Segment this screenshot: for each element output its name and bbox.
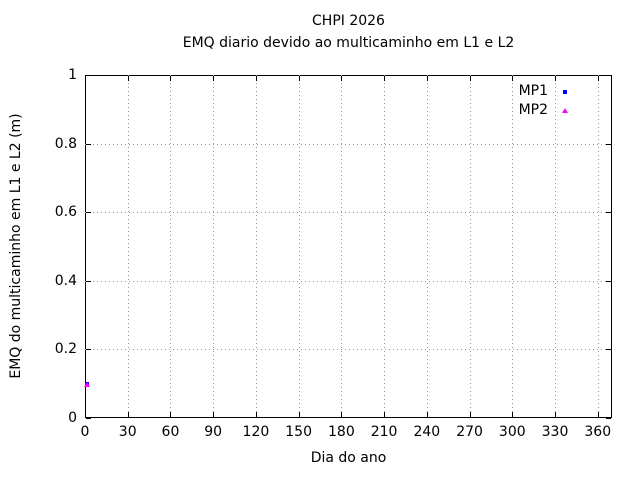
x-tick-top [597, 76, 599, 81]
y-axis-label: EMQ do multicaminho em L1 e L2 (m) [8, 113, 24, 379]
x-tick-bottom [426, 412, 428, 417]
v-gridline [555, 75, 557, 418]
x-tick-bottom [597, 412, 599, 417]
v-gridline [170, 75, 172, 418]
x-tick-label: 180 [328, 424, 355, 440]
x-tick-label: 90 [204, 424, 223, 440]
v-gridline [384, 75, 386, 418]
v-gridline [298, 75, 300, 418]
v-gridline [127, 75, 129, 418]
x-tick-bottom [555, 412, 557, 417]
y-tick-label: 1 [68, 67, 77, 83]
x-tick-top [384, 76, 386, 81]
h-gridline [85, 349, 612, 351]
y-tick-right [606, 280, 611, 282]
h-gridline [85, 143, 612, 145]
x-tick-bottom [469, 412, 471, 417]
legend-row-mp2: MP2 [498, 101, 582, 120]
y-tick-label: 0.2 [54, 341, 77, 358]
chart-subtitle: EMQ diario devido ao multicaminho em L1 … [182, 35, 515, 51]
square-marker-icon [563, 89, 567, 94]
x-tick-label: 330 [541, 424, 569, 440]
legend: MP1 MP2 [498, 82, 582, 120]
y-tick-label: 0 [68, 410, 77, 426]
x-tick-label: 0 [80, 424, 90, 440]
v-gridline [469, 75, 471, 418]
y-tick-left [86, 280, 91, 282]
x-tick-label: 360 [584, 424, 612, 440]
y-tick-left [86, 349, 91, 351]
x-tick-top [85, 76, 86, 81]
x-tick-top [469, 76, 471, 81]
x-tick-bottom [512, 412, 514, 417]
v-gridline [426, 75, 428, 418]
x-tick-top [170, 76, 172, 81]
y-tick-left [86, 75, 91, 76]
legend-marker-cell [548, 108, 582, 113]
y-tick-right [606, 418, 611, 419]
y-tick-left [86, 212, 91, 214]
x-tick-top [426, 76, 428, 81]
triangle-marker-icon [562, 108, 568, 113]
x-tick-bottom [384, 412, 386, 417]
x-tick-top [512, 76, 514, 81]
legend-row-mp1: MP1 [498, 82, 582, 101]
x-tick-top [213, 76, 215, 81]
plot-area [85, 75, 612, 418]
v-gridline [341, 75, 343, 418]
x-tick-bottom [213, 412, 215, 417]
chart-title: CHPI 2026 [312, 13, 385, 29]
y-tick-right [606, 212, 611, 214]
v-gridline [255, 75, 257, 418]
h-gridline [85, 212, 612, 214]
y-tick-right [606, 349, 611, 351]
y-tick-right [606, 75, 611, 76]
legend-label: MP1 [518, 83, 548, 99]
x-tick-top [555, 76, 557, 81]
x-tick-bottom [127, 412, 129, 417]
x-tick-label: 150 [285, 424, 312, 440]
x-tick-top [298, 76, 300, 81]
y-tick-label: 0.6 [54, 204, 77, 221]
h-gridline [85, 280, 612, 282]
x-tick-bottom [341, 412, 343, 417]
x-tick-top [341, 76, 343, 81]
v-gridline [213, 75, 215, 418]
x-tick-label: 120 [242, 424, 270, 440]
x-tick-bottom [85, 412, 86, 417]
x-tick-label: 60 [161, 424, 180, 440]
y-tick-right [606, 143, 611, 145]
y-tick-left [86, 143, 91, 145]
legend-label: MP2 [518, 102, 548, 118]
triangle-marker-icon [83, 381, 90, 387]
v-gridline [512, 75, 514, 418]
x-tick-top [127, 76, 129, 81]
data-point-mp2 [83, 381, 90, 388]
y-tick-label: 0.8 [54, 135, 77, 152]
v-gridline [597, 75, 599, 418]
x-tick-label: 300 [498, 424, 526, 440]
x-tick-label: 270 [456, 424, 483, 440]
x-tick-bottom [170, 412, 172, 417]
x-tick-label: 210 [370, 424, 398, 440]
x-tick-bottom [255, 412, 257, 417]
legend-marker-cell [548, 89, 582, 94]
x-tick-label: 30 [118, 424, 137, 440]
y-tick-label: 0.4 [54, 272, 77, 289]
x-tick-bottom [298, 412, 300, 417]
x-tick-label: 240 [413, 424, 441, 440]
x-tick-top [255, 76, 257, 81]
x-axis-label: Dia do ano [310, 450, 387, 466]
y-tick-left [86, 418, 91, 419]
